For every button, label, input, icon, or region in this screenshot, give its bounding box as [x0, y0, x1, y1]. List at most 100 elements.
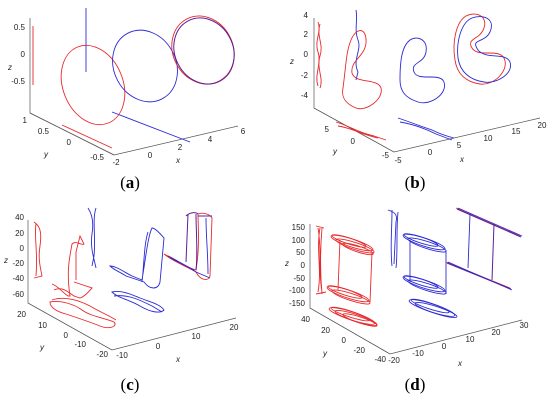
panel-a-blue-projection-floor — [111, 111, 191, 143]
panel-d-purple-diagonal-red — [455, 207, 521, 237]
panel-c-z-label: z — [3, 256, 8, 265]
panel-c-red-projection-floor — [49, 301, 116, 329]
panel-b-x-tick: 0 — [428, 148, 433, 157]
panel-b-floor — [313, 107, 541, 153]
panel-a-x-tick: 0 — [148, 151, 153, 160]
panel-a-z-label: z — [7, 63, 12, 72]
panel-c-red-projection-z — [33, 221, 43, 279]
panel-c-y-ticks: 20 10 0 -10 -20 — [17, 310, 108, 359]
panel-d-z-label: z — [284, 259, 289, 268]
panel-b-x-tick: 5 — [457, 141, 462, 150]
panel-d-x-label: x — [457, 359, 463, 368]
panel-c-floor — [27, 302, 237, 351]
panel-b: 4 2 0 -2 -4 z 5 0 -5 y -5 0 5 10 15 20 x — [289, 9, 547, 192]
panel-c-z-tick: -40 — [12, 274, 24, 283]
panel-b-z-label: z — [289, 57, 294, 66]
panel-b-z-tick: -2 — [301, 71, 309, 80]
panel-d-z-tick: 50 — [296, 248, 305, 257]
panel-b-z-tick: 4 — [304, 11, 309, 20]
panel-b-red-orbit — [342, 30, 382, 110]
panel-b-x-label: x — [459, 155, 465, 164]
panel-c-x-tick: -10 — [116, 351, 128, 360]
panel-d-red-lobe — [342, 242, 374, 256]
panel-d-y-tick: 20 — [321, 326, 330, 335]
panel-d-purple-diagonal-blue — [457, 207, 523, 237]
panel-d-red-lobe — [331, 289, 371, 305]
panel-d-y-tick: -40 — [374, 355, 386, 364]
panel-d-y-tick: -20 — [353, 346, 365, 355]
panel-a-z-tick: 0.5 — [14, 23, 26, 32]
panel-c-y-tick: 0 — [64, 331, 69, 340]
panel-a-z-tick: 0 — [21, 50, 26, 59]
panel-b-caption: (b) — [405, 173, 426, 192]
panel-a-x-tick: -2 — [112, 158, 120, 167]
panel-c-x-tick: 0 — [156, 342, 161, 351]
panel-b-x-tick: 10 — [484, 134, 493, 143]
panel-d-red-projection-z — [315, 225, 327, 295]
panel-d-x-tick: 10 — [466, 335, 475, 344]
panel-c-purple-orbit — [167, 212, 212, 271]
panel-c-red-projection-floor2 — [51, 297, 117, 321]
panel-b-purple-orbit-red — [453, 13, 506, 85]
panel-c-y-tick: 10 — [38, 321, 47, 330]
panel-c-z-tick: -20 — [12, 259, 24, 268]
panel-b-x-tick: -5 — [394, 156, 402, 165]
panel-d-y-tick: 0 — [342, 336, 347, 345]
panel-c-y-tick: -10 — [74, 340, 86, 349]
panel-c-z-ticks: 40 20 0 -20 -40 -60 — [12, 213, 24, 299]
panel-a-x-ticks: -2 0 2 4 6 — [112, 127, 245, 167]
panel-a-x-tick: 6 — [241, 127, 246, 136]
panel-d-purple-connector — [467, 213, 471, 269]
panel-b-x-tick: 15 — [512, 127, 521, 136]
panel-d-red-floor-loop — [342, 313, 378, 327]
panel-d-x-ticks: -20 -10 0 10 20 30 — [388, 321, 529, 365]
panel-d: 150 100 50 0 -50 -100 -150 z 40 20 0 -20… — [284, 207, 529, 394]
panel-d-red-lobe — [326, 285, 370, 303]
panel-c-z-tick: 20 — [15, 229, 24, 238]
panel-d-red-projection-floor — [328, 306, 378, 327]
panel-d-z-tick: -150 — [289, 299, 306, 308]
panel-a-red-projection-floor — [61, 124, 113, 149]
panel-c-x-tick: 20 — [230, 323, 239, 332]
panel-d-x-tick: 20 — [492, 328, 501, 337]
panel-d-purple-diagonal — [456, 208, 522, 238]
panel-b-z-tick: 0 — [304, 50, 309, 59]
panel-a-y-tick: 0 — [67, 138, 72, 147]
panel-d-blue-lobe — [403, 275, 439, 289]
panel-a-red-orbit — [60, 44, 126, 126]
panel-d-y-ticks: 40 20 0 -20 -40 — [301, 315, 386, 364]
panel-b-y-tick: -5 — [382, 151, 390, 160]
panel-c-y-label: y — [39, 343, 45, 352]
panel-b-blue-projection-floor — [397, 117, 455, 139]
panel-d-red-connector — [369, 251, 373, 303]
panel-d-z-tick: 100 — [292, 236, 306, 245]
panel-b-y-tick: 0 — [351, 137, 356, 146]
panel-d-blue-floor-loop — [414, 301, 458, 319]
panel-d-x-tick: 0 — [442, 342, 447, 351]
panel-d-purple-connector — [491, 223, 495, 281]
panel-d-x-tick: -20 — [388, 356, 400, 365]
panel-c-blue-projection-floor2 — [113, 295, 163, 313]
panel-c-blue-projection-floor — [111, 291, 165, 313]
panel-d-red-floor-loop — [334, 309, 378, 327]
panel-d-blue-projection-floor — [408, 298, 458, 319]
panel-c-y-tick: 20 — [17, 310, 26, 319]
panel-d-z-tick: 0 — [301, 261, 306, 270]
panel-d-blue-floor-loop — [408, 299, 456, 317]
panel-b-z-ticks: 4 2 0 -2 -4 — [301, 11, 309, 100]
panel-b-z-tick: 2 — [304, 30, 309, 39]
panel-a-y-tick: -0.5 — [90, 153, 104, 162]
panel-b-red-projection-floor — [335, 121, 387, 141]
panel-d-red-lobe — [335, 238, 375, 254]
panel-d-red-floor-loop — [328, 307, 376, 325]
panel-c-x-label: x — [175, 355, 181, 364]
panel-a-z-tick: -0.5 — [11, 77, 25, 86]
panel-d-y-label: y — [322, 349, 328, 358]
panel-a-y-ticks: 1 0.5 0 -0.5 — [23, 116, 105, 162]
panel-b-z-tick: -4 — [301, 91, 309, 100]
panel-a-y-label: y — [43, 150, 49, 159]
panel-b-red-projection-z2 — [318, 23, 322, 89]
panel-d-red-orbit — [326, 234, 375, 305]
panel-c-z-tick: -60 — [12, 290, 24, 299]
panel-d-blue-lobe — [402, 233, 446, 251]
